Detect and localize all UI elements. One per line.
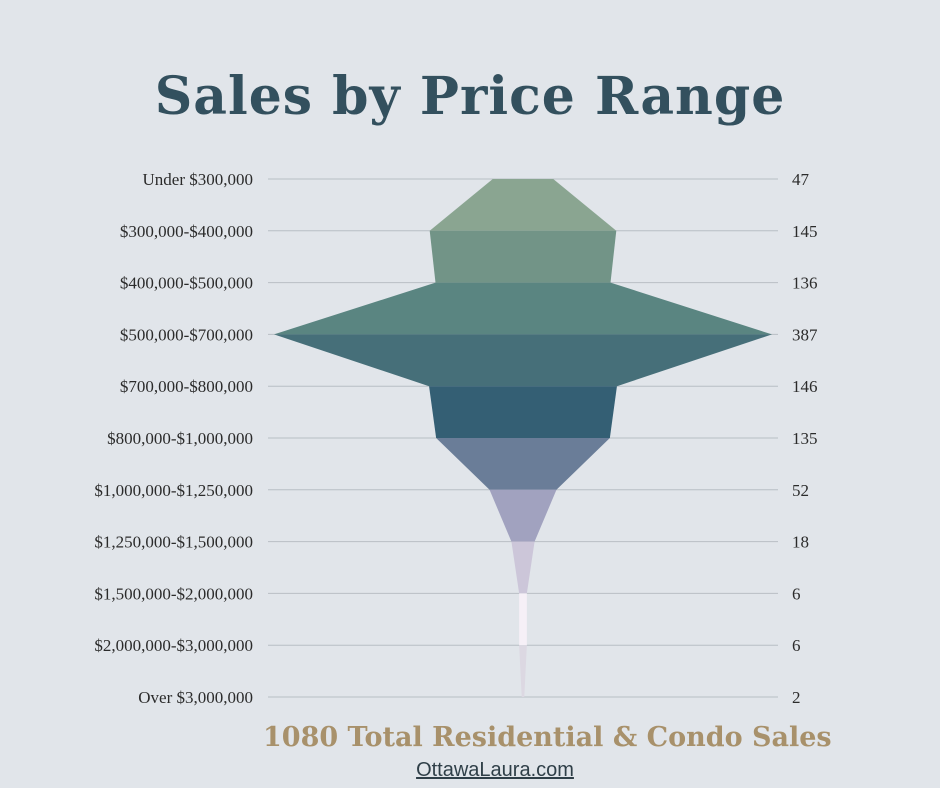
category-label: $1,250,000-$1,500,000 [94, 533, 253, 552]
category-label: $700,000-$800,000 [120, 377, 253, 396]
category-label: Over $3,000,000 [138, 688, 253, 707]
funnel-band-5 [429, 386, 617, 438]
funnel-band-2 [429, 230, 617, 283]
category-label: $800,000-$1,000,000 [107, 429, 253, 448]
funnel-band-7 [489, 489, 557, 542]
value-label: 145 [792, 222, 818, 241]
total-sales-summary: 1080 Total Residential & Condo Sales [263, 722, 832, 753]
category-label: Under $300,000 [143, 170, 253, 189]
value-label: 146 [792, 377, 818, 396]
value-label: 135 [792, 429, 818, 448]
value-label: 2 [792, 688, 801, 707]
value-label: 47 [792, 170, 810, 189]
value-label: 6 [792, 584, 801, 603]
website-link[interactable]: OttawaLaura.com [416, 759, 574, 781]
funnel-band-3 [274, 282, 772, 335]
funnel-band-8 [511, 541, 535, 594]
value-label: 6 [792, 636, 801, 655]
value-label: 18 [792, 533, 809, 552]
category-label: $400,000-$500,000 [120, 274, 253, 293]
category-label: $300,000-$400,000 [120, 222, 253, 241]
category-label: $1,500,000-$2,000,000 [94, 584, 253, 603]
funnel-band-1 [429, 179, 617, 231]
funnel-band-10 [519, 645, 527, 697]
category-label: $500,000-$700,000 [120, 325, 253, 344]
value-label: 136 [792, 274, 818, 293]
category-label: $1,000,000-$1,250,000 [94, 481, 253, 500]
chart-title: Sales by Price Range [154, 66, 786, 127]
funnel-band-6 [436, 438, 610, 490]
value-label: 387 [792, 325, 818, 344]
value-label: 52 [792, 481, 809, 500]
funnel-band-4 [274, 334, 772, 387]
funnel-band-9 [519, 593, 527, 646]
category-label: $2,000,000-$3,000,000 [94, 636, 253, 655]
